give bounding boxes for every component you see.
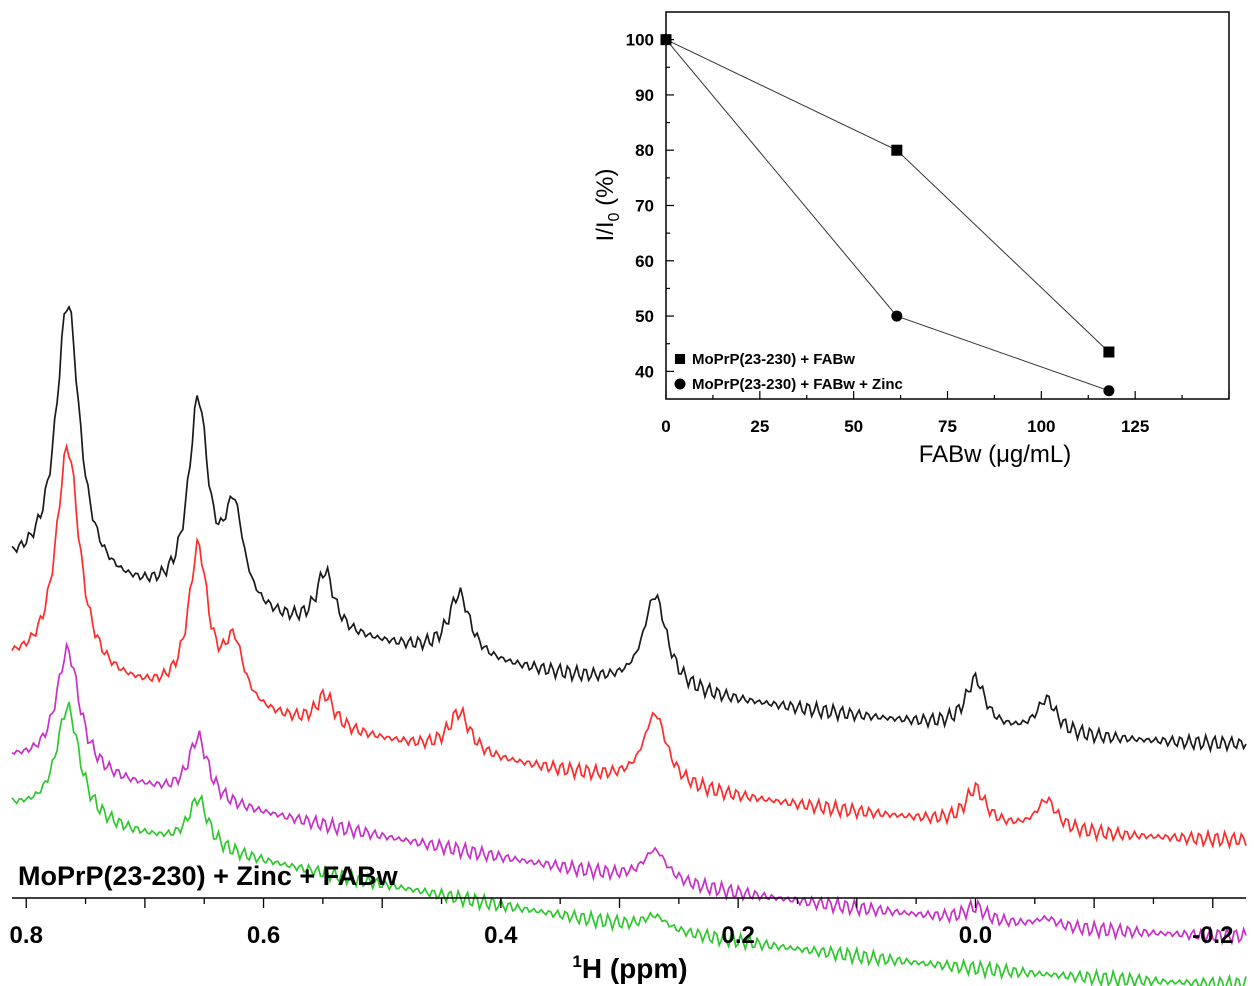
nmr-spectrum-chart: MoPrP(23-230) + Zinc + FABw 0.8 0.6 0.4 0.2… [10, 305, 1247, 986]
x-tick-label: 0.8 [10, 922, 43, 949]
inset-point-square [891, 144, 903, 156]
inset-y-tick-label: 80 [635, 141, 654, 160]
inset-y-label-suffix: (%) [592, 169, 619, 213]
inset-axis-ticks: 40 50 60 70 80 90 100 0 25 50 75 100 125 [626, 31, 1230, 436]
x-tick-label: 0.4 [484, 922, 518, 949]
inset-y-tick-label: 40 [635, 362, 654, 381]
x-tick-label: 0.0 [959, 922, 992, 949]
spectrum-trace-1 [11, 305, 1247, 754]
inset-x-tick-label: 125 [1121, 417, 1149, 436]
inset-x-axis-label: FABw (μg/mL) [919, 441, 1072, 468]
x-axis-label: 1H (ppm) [572, 952, 687, 984]
legend-entry-1: MoPrP(23-230) + FABw [692, 351, 855, 368]
inset-legend: MoPrP(23-230) + FABw MoPrP(23-230) + FAB… [674, 351, 903, 393]
inset-y-tick-label: 100 [626, 31, 654, 50]
inset-point-circle [660, 34, 672, 46]
inset-y-label-main: I/I [592, 221, 619, 241]
panel-label: MoPrP(23-230) + Zinc + FABw [18, 861, 399, 891]
inset-x-tick-label: 100 [1027, 417, 1055, 436]
inset-chart: 40 50 60 70 80 90 100 0 25 50 75 100 125 MoPrP(23-23… [592, 11, 1230, 468]
inset-y-label-subscript: 0 [606, 212, 623, 221]
inset-x-tick-label: 25 [750, 417, 769, 436]
x-tick-label: 0.2 [721, 922, 754, 949]
inset-series-group [660, 34, 1115, 397]
spectrum-trace-3 [11, 641, 1247, 946]
inset-x-tick-label: 0 [661, 417, 670, 436]
inset-x-tick-label: 50 [844, 417, 863, 436]
legend-entry-2: MoPrP(23-230) + FABw + Zinc [692, 376, 903, 393]
x-tick-label: -0.2 [1192, 922, 1233, 949]
inset-point-square [1103, 346, 1115, 358]
spectrum-trace-2 [11, 442, 1247, 850]
x-axis-label-superscript: 1 [572, 952, 581, 971]
spectrum-trace-4 [11, 701, 1247, 986]
inset-y-tick-label: 90 [635, 86, 654, 105]
inset-y-tick-label: 60 [635, 252, 654, 271]
inset-point-circle [1103, 385, 1115, 397]
inset-y-tick-label: 70 [635, 197, 654, 216]
inset-plot-frame [665, 11, 1230, 400]
legend-square-marker [675, 354, 685, 364]
inset-y-tick-label: 50 [635, 307, 654, 326]
inset-y-axis-label: I/I0 (%) [592, 169, 623, 242]
inset-point-circle [891, 310, 903, 322]
inset-x-tick-label: 75 [938, 417, 957, 436]
spectrum-series-group [11, 305, 1247, 986]
x-axis-label-main: H (ppm) [582, 953, 688, 984]
legend-circle-marker [674, 378, 686, 390]
x-tick-label: 0.6 [247, 922, 280, 949]
x-axis-ticks: 0.8 0.6 0.4 0.2 0.0 -0.2 [10, 898, 1233, 949]
